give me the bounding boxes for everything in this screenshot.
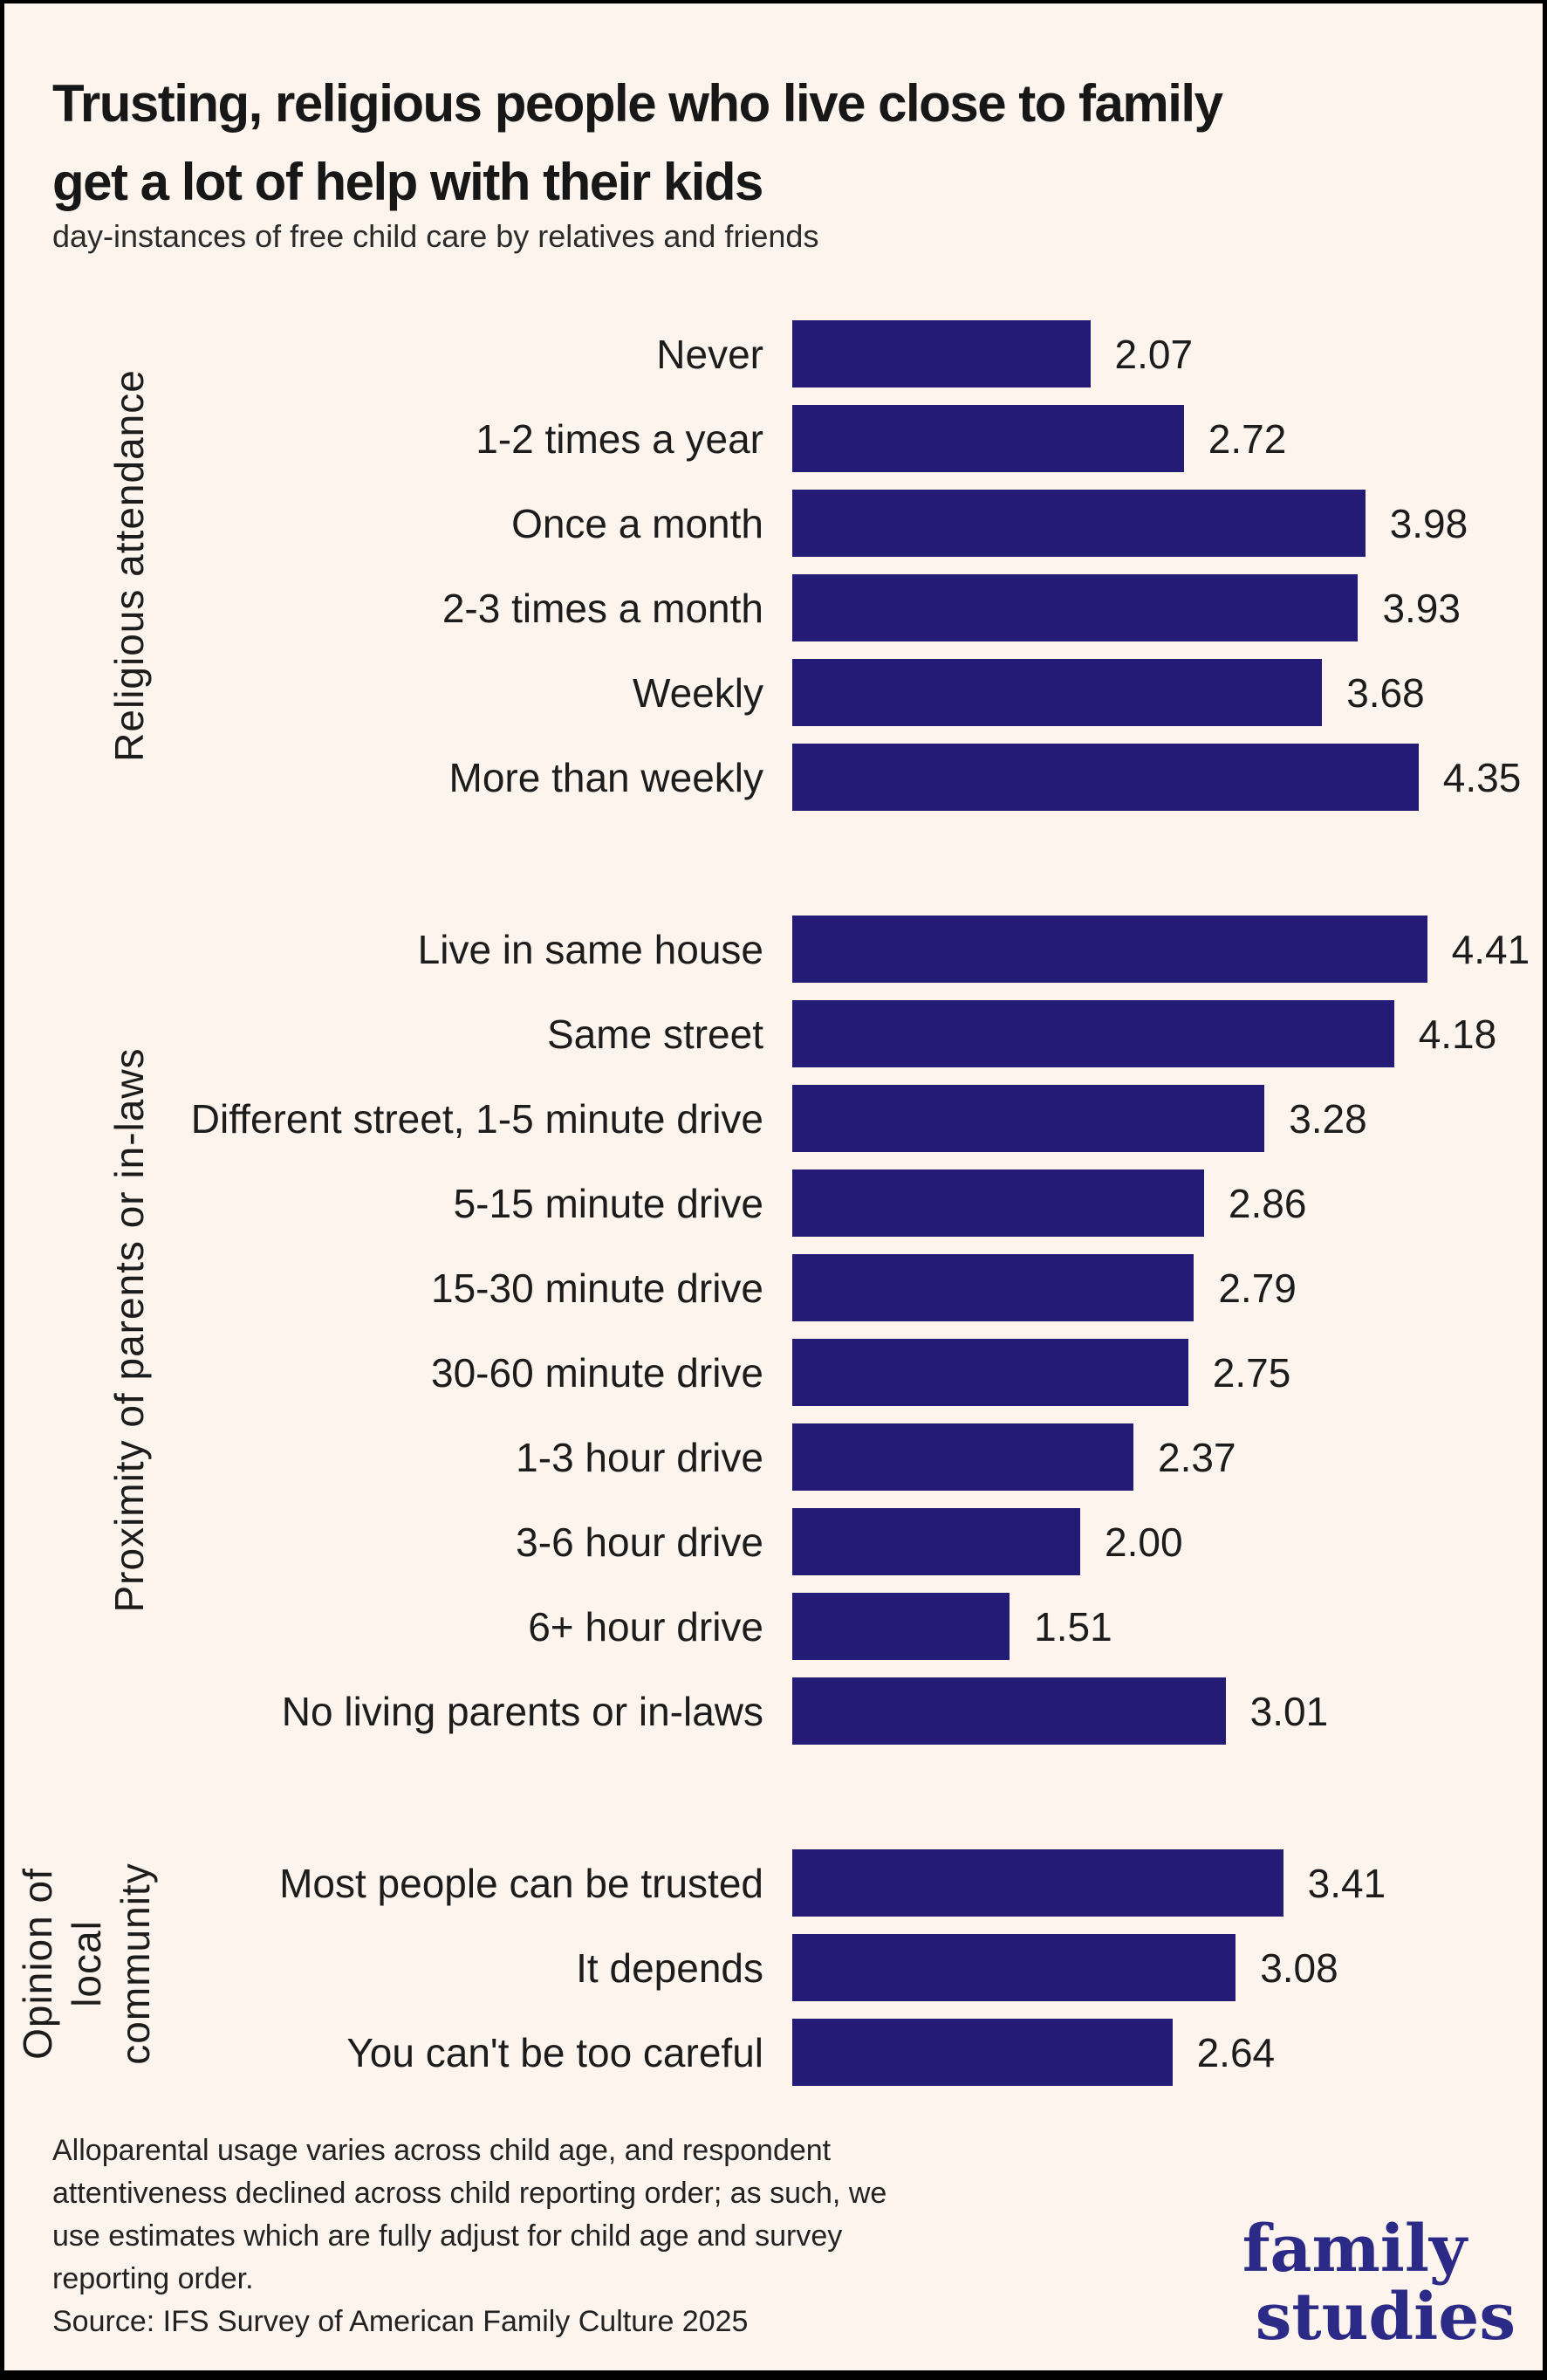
value-label: 2.86 (1228, 1180, 1307, 1226)
bar-row: 1-3 hour drive 2.37 (4, 1415, 1543, 1499)
category-label: Most people can be trusted (279, 1860, 763, 1906)
bar-row: 2-3 times a month 3.93 (4, 566, 1543, 650)
bar (792, 1934, 1236, 2001)
bar (792, 405, 1184, 472)
bar-row: 30-60 minute drive 2.75 (4, 1330, 1543, 1415)
category-label: 6+ hour drive (528, 1603, 763, 1650)
value-label: 4.35 (1442, 754, 1522, 800)
category-label: 30-60 minute drive (431, 1349, 763, 1396)
value-label: 4.18 (1418, 1011, 1497, 1057)
bar (792, 1849, 1283, 1917)
group-label-opinion-line-3: community (113, 1862, 158, 2065)
value-label: 3.68 (1346, 669, 1425, 716)
bar-row: 1-2 times a year 2.72 (4, 396, 1543, 481)
bar (792, 574, 1359, 641)
bar-row: 15-30 minute drive 2.79 (4, 1245, 1543, 1330)
value-label: 1.51 (1034, 1603, 1112, 1650)
bar-row: No living parents or in-laws 3.01 (4, 1669, 1543, 1753)
bar (792, 490, 1366, 557)
category-label: 3-6 hour drive (516, 1519, 763, 1565)
group-label-opinion: Opinion of local community (13, 1862, 160, 2064)
bar-row: You can't be too careful 2.64 (4, 2010, 1543, 2095)
bar (792, 1000, 1394, 1067)
bar-row: It depends 3.08 (4, 1925, 1543, 2010)
value-label: 3.28 (1289, 1095, 1367, 1142)
value-label: 4.41 (1451, 926, 1530, 972)
bar-row: Most people can be trusted 3.41 (4, 1841, 1543, 1925)
bar-row: Different street, 1-5 minute drive 3.28 (4, 1076, 1543, 1161)
logo-line-studies: studies (1255, 2280, 1516, 2355)
bar-row: 6+ hour drive 1.51 (4, 1584, 1543, 1669)
family-studies-logo: family studies (1242, 2215, 1516, 2351)
category-label: 1-3 hour drive (516, 1434, 763, 1480)
category-label: 2-3 times a month (442, 585, 763, 631)
bar-row: Weekly 3.68 (4, 650, 1543, 735)
value-label: 2.79 (1218, 1265, 1297, 1311)
bar (792, 659, 1323, 726)
category-label: It depends (576, 1944, 763, 1991)
category-label: Never (656, 331, 763, 377)
bar (792, 1423, 1134, 1491)
bar-row: 3-6 hour drive 2.00 (4, 1499, 1543, 1584)
bar-row: 5-15 minute drive 2.86 (4, 1161, 1543, 1245)
logo-line-family: family (1242, 2212, 1467, 2287)
category-label: More than weekly (448, 754, 764, 800)
bar (792, 744, 1419, 811)
title-line-1: Trusting, religious people who live clos… (52, 74, 1223, 134)
category-label: 15-30 minute drive (431, 1265, 763, 1311)
bar-row: Same street 4.18 (4, 991, 1543, 1076)
bar (792, 1085, 1265, 1152)
group-label-opinion-line-1: Opinion of (15, 1868, 60, 2060)
bar-row: More than weekly 4.35 (4, 735, 1543, 820)
value-label: 3.01 (1249, 1688, 1329, 1734)
category-label: 5-15 minute drive (453, 1180, 763, 1226)
category-label: Once a month (511, 500, 763, 546)
bar (792, 1508, 1080, 1575)
value-label: 2.00 (1105, 1519, 1183, 1565)
value-label: 3.41 (1307, 1860, 1386, 1906)
page-subtitle: day-instances of free child care by rela… (52, 218, 819, 254)
bar-row: Once a month 3.98 (4, 481, 1543, 566)
group-label-opinion-line-2: local (64, 1920, 109, 2007)
footnote-line: attentiveness declined across child repo… (52, 2177, 887, 2210)
value-label: 3.08 (1260, 1944, 1338, 1991)
value-label: 3.98 (1389, 500, 1468, 546)
value-label: 2.72 (1208, 415, 1287, 462)
bar (792, 1254, 1194, 1321)
category-label: Same street (547, 1011, 763, 1057)
group-label-proximity: Proximity of parents or in-laws (106, 1047, 152, 1613)
footnote-block: Alloparental usage varies across child a… (52, 2130, 1064, 2343)
value-label: 3.93 (1382, 585, 1461, 631)
bar (792, 916, 1427, 983)
value-label: 2.07 (1114, 331, 1194, 377)
category-label: 1-2 times a year (476, 415, 763, 462)
source-note: Source: IFS Survey of American Family Cu… (52, 2305, 749, 2338)
category-label: You can't be too careful (346, 2029, 763, 2075)
category-label: Different street, 1-5 minute drive (190, 1095, 763, 1142)
bar (792, 320, 1091, 388)
footnote-line: Alloparental usage varies across child a… (52, 2134, 832, 2167)
bar (792, 1339, 1188, 1406)
category-label: Live in same house (417, 926, 763, 972)
group-label-religious-attendance: Religious attendance (106, 369, 152, 762)
footnote-line: reporting order. (52, 2262, 254, 2295)
bar (792, 1593, 1010, 1660)
category-label: No living parents or in-laws (281, 1688, 763, 1734)
bar (792, 1677, 1226, 1745)
bar (792, 2019, 1173, 2086)
value-label: 2.64 (1196, 2029, 1276, 2075)
footnote-line: use estimates which are fully adjust for… (52, 2219, 843, 2253)
value-label: 2.37 (1158, 1434, 1236, 1480)
bar-row: Never 2.07 (4, 312, 1543, 396)
bar-row: Live in same house 4.41 (4, 907, 1543, 991)
page-title: Trusting, religious people who live clos… (52, 65, 1223, 222)
bar-chart: Never 2.07 1-2 times a year 2.72 Once a … (4, 312, 1543, 2095)
category-label: Weekly (633, 669, 763, 716)
value-label: 2.75 (1212, 1349, 1291, 1396)
title-line-2: get a lot of help with their kids (52, 153, 763, 212)
bar (792, 1169, 1204, 1237)
